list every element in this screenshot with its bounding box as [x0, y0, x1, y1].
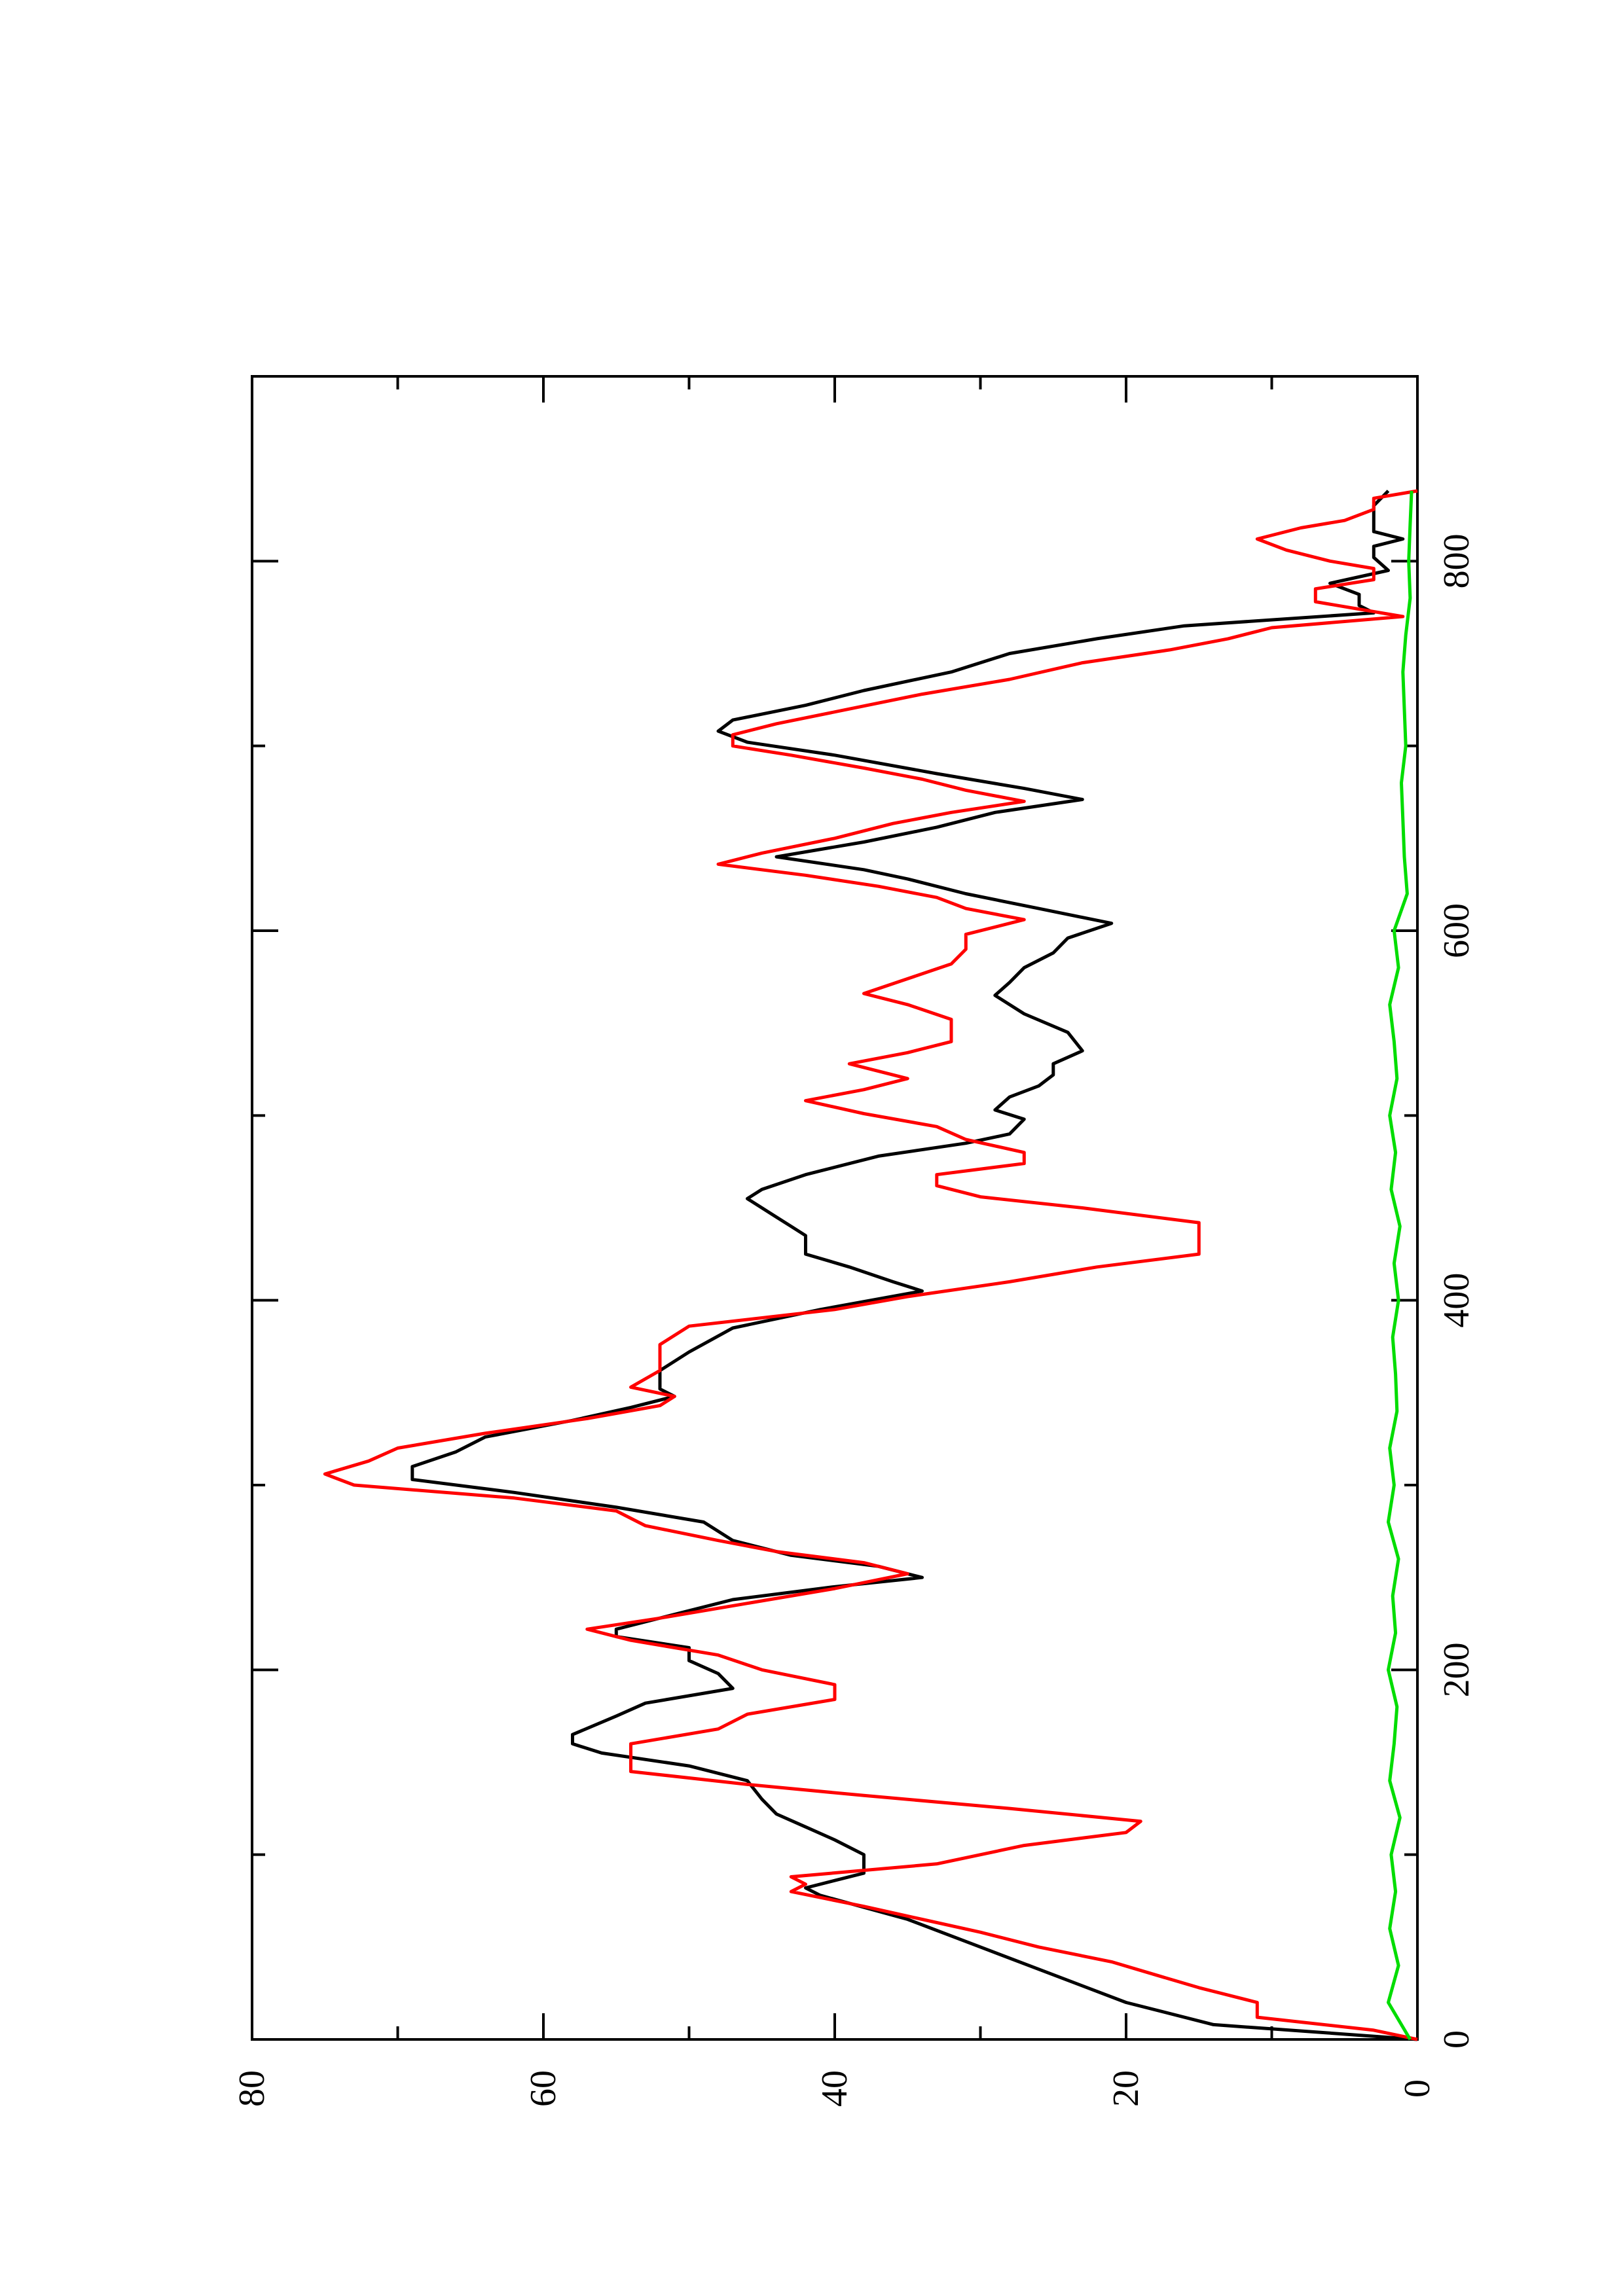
x-tick-label: 800: [1436, 533, 1477, 588]
y-tick-label: 60: [523, 2070, 564, 2107]
y-tick-label: 20: [1106, 2070, 1146, 2107]
series-line-black: [410, 490, 1418, 2041]
series-line-green: [1387, 490, 1413, 2041]
x-tick-label: 400: [1436, 1273, 1477, 1328]
plot-frame: [251, 375, 1419, 2041]
x-tick-label: 0: [1436, 2030, 1477, 2049]
series-line-red: [323, 489, 1418, 2041]
y-tick-label: 40: [814, 2070, 855, 2107]
tick-labels-layer: 0 200 400 600 800 0 20 40 60 80: [232, 533, 1477, 2107]
y-tick-label: 0: [1397, 2079, 1438, 2098]
ticks-layer: [251, 376, 1419, 2041]
series-layer: [323, 489, 1418, 2041]
y-tick-label: 80: [232, 2070, 272, 2107]
x-tick-label: 200: [1436, 1642, 1477, 1697]
x-tick-label: 600: [1436, 903, 1477, 958]
